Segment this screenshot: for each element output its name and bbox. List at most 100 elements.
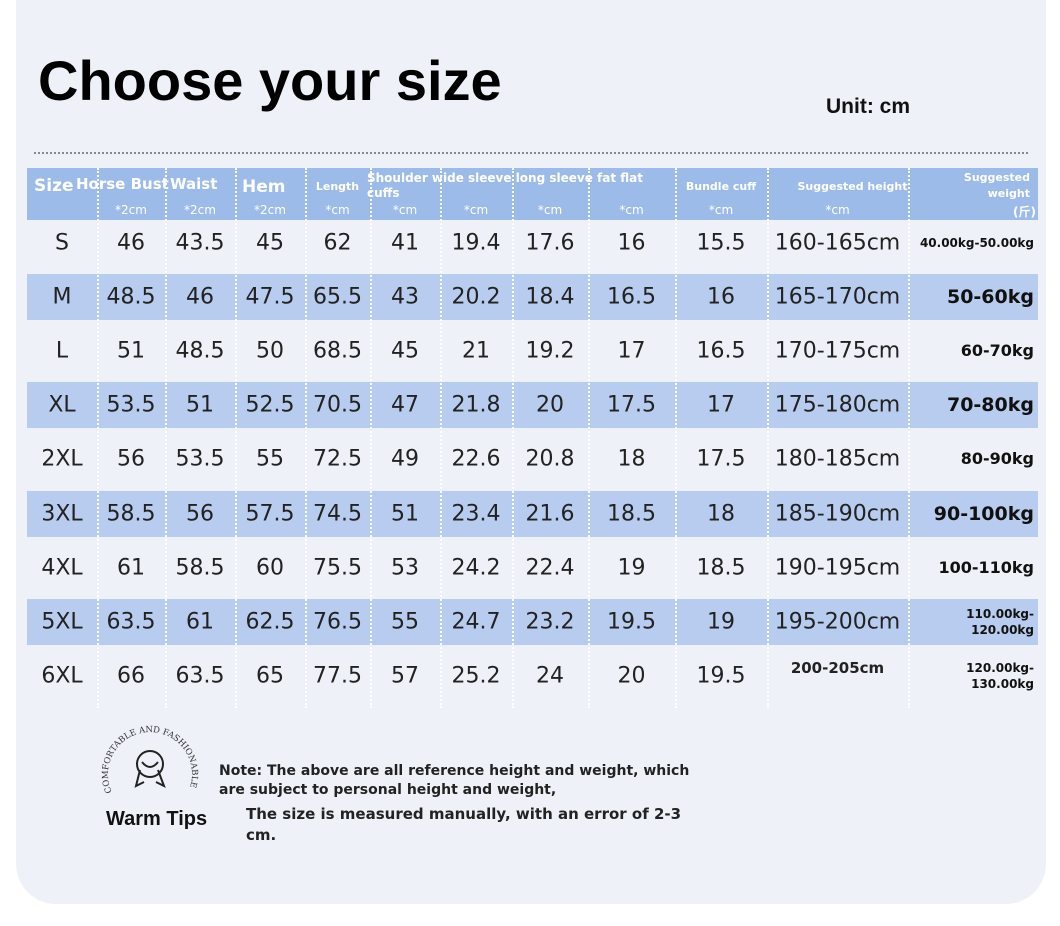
badge: COMFORTABLE AND FASHIONABLE [101, 725, 199, 795]
column-unit: *cm [392, 203, 418, 217]
column-divider [97, 168, 99, 708]
value-cell: 18.5 [607, 501, 656, 526]
value-cell: 180-185cm [774, 446, 901, 472]
value-cell: 18.5 [696, 555, 746, 581]
row-band [27, 382, 1038, 429]
value-cell: 61 [186, 609, 214, 635]
column-header: Length [315, 180, 360, 193]
column-unit: *2cm [254, 203, 286, 217]
size-cell: M [52, 284, 72, 310]
value-cell: 77.5 [313, 663, 362, 689]
column-divider [908, 168, 910, 708]
value-cell: 74.5 [313, 501, 362, 526]
value-cell: 160-165cm [774, 230, 901, 256]
size-cell: 5XL [41, 609, 83, 635]
value-cell: 20 [536, 392, 564, 418]
value-cell: 51 [117, 338, 145, 364]
value-cell: 24 [536, 663, 564, 689]
value-cell: 19.5 [607, 609, 656, 635]
value-cell: 175-180cm [774, 392, 901, 418]
value-cell: 41 [391, 230, 419, 256]
value-cell: 70.5 [313, 392, 362, 418]
value-cell: 66 [117, 663, 145, 689]
divider [34, 152, 1028, 154]
value-cell: 20 [617, 663, 646, 689]
column-divider [370, 168, 372, 708]
value-cell: 25.2 [451, 663, 501, 689]
value-cell: 53 [391, 555, 419, 581]
weight-cell: 100-110kg [938, 557, 1034, 577]
badge-text: COMFORTABLE AND FASHIONABLE [101, 725, 199, 795]
weight-cell: 60-70kg [960, 341, 1034, 361]
value-cell: 58.5 [175, 555, 225, 581]
value-cell: 18 [707, 501, 735, 526]
value-cell: 63.5 [106, 609, 156, 635]
title: Choose your size [38, 49, 502, 112]
value-cell: 18.4 [525, 284, 575, 310]
value-cell: 22.6 [451, 446, 501, 472]
value-cell: 75.5 [313, 555, 362, 581]
value-cell: 55 [391, 609, 419, 635]
value-cell: 21.8 [451, 392, 501, 418]
column-divider [235, 168, 237, 708]
value-cell: 17 [617, 338, 646, 364]
value-cell: 19 [617, 555, 646, 581]
size-cell: S [55, 230, 69, 256]
header-band [27, 168, 1038, 220]
column-divider [767, 168, 769, 708]
column-header: Size [34, 176, 74, 196]
column-header: Hem [242, 177, 286, 197]
column-header: Suggested weight [963, 171, 1030, 200]
value-cell: 57 [391, 663, 419, 689]
weight-cell: 120.00kg-130.00kg [966, 660, 1034, 691]
value-cell: 68.5 [313, 338, 362, 364]
value-cell: 43.5 [175, 230, 225, 256]
size-cell: L [55, 338, 69, 364]
value-cell: 50 [256, 338, 284, 364]
weight-cell: 50-60kg [946, 286, 1034, 309]
value-cell: 53.5 [106, 392, 156, 418]
value-cell: 16 [707, 284, 735, 310]
size-cell: 3XL [41, 501, 83, 526]
weight-cell: 40.00kg-50.00kg [919, 236, 1034, 250]
weight-cell: 70-80kg [946, 394, 1034, 417]
value-cell: 21.6 [525, 501, 575, 526]
value-cell: 57.5 [245, 501, 295, 526]
value-cell: 62.5 [245, 609, 295, 635]
value-cell: 17.5 [607, 392, 656, 418]
column-unit: *cm [537, 203, 563, 217]
value-cell: 16.5 [696, 338, 746, 364]
value-cell: 19.4 [451, 230, 501, 256]
value-cell: 45 [391, 338, 419, 364]
value-cell: 165-170cm [774, 284, 901, 310]
value-cell: 19.5 [696, 663, 746, 689]
row-band [27, 274, 1038, 321]
value-cell: 63.5 [175, 663, 225, 689]
value-cell: 22.4 [525, 555, 575, 581]
value-cell: 47.5 [245, 284, 295, 310]
value-cell: 17.6 [525, 230, 575, 256]
value-cell: 20.8 [525, 446, 575, 472]
size-cell: 2XL [41, 446, 83, 472]
column-unit: *cm [463, 203, 489, 217]
row-band [27, 598, 1038, 645]
column-header: Waist [170, 175, 218, 193]
value-cell: 76.5 [313, 609, 362, 635]
value-cell: 62 [323, 230, 352, 256]
value-cell: 58.5 [106, 501, 156, 526]
value-cell: 65 [256, 663, 284, 689]
weight-cell: 90-100kg [933, 502, 1034, 525]
value-cell: 56 [117, 446, 145, 472]
value-cell: 170-175cm [774, 338, 901, 364]
unit: Unit: cm [826, 95, 910, 118]
size-cell: XL [48, 392, 76, 418]
value-cell: 61 [117, 555, 145, 581]
value-cell: 51 [391, 501, 419, 526]
weight-cell: 80-90kg [960, 449, 1034, 469]
height-cell: 200-205cm [790, 658, 885, 677]
value-cell: 45 [256, 230, 284, 256]
value-cell: 23.2 [525, 609, 575, 635]
value-cell: 65.5 [313, 284, 362, 310]
value-cell: 17.5 [696, 446, 746, 472]
value-cell: 195-200cm [774, 609, 901, 635]
